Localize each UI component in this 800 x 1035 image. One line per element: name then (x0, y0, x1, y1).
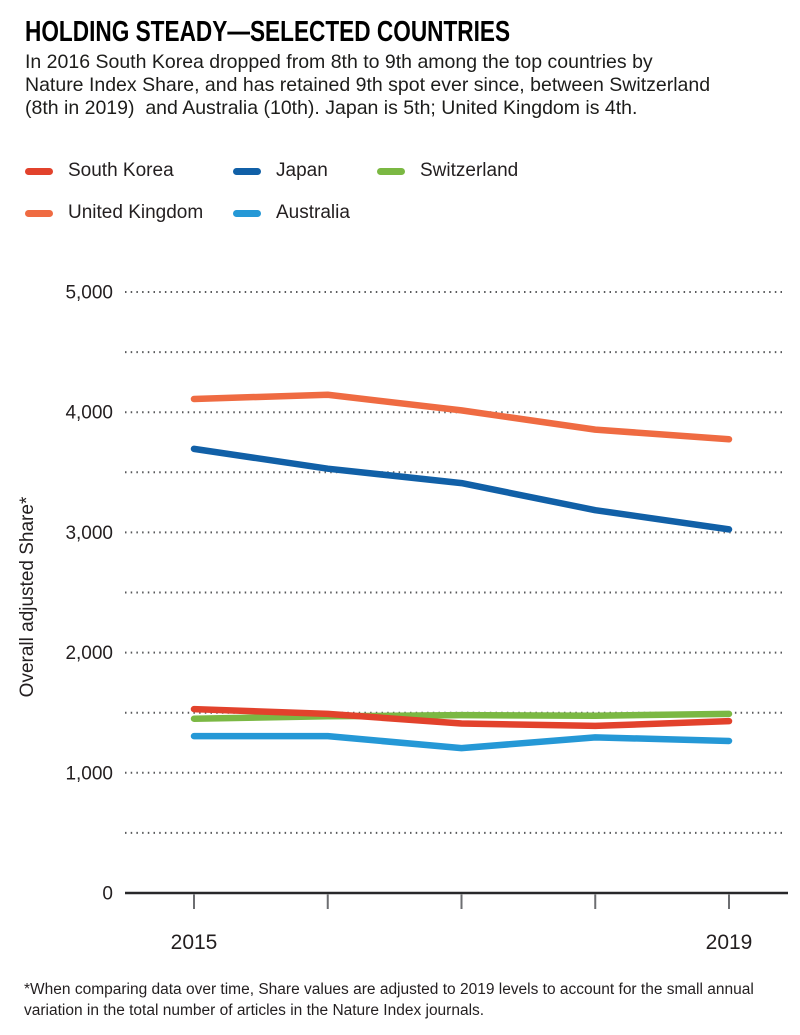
x-tick-label-2015: 2015 (171, 931, 218, 954)
y-tick-label-2000: 2,000 (65, 643, 113, 664)
y-tick-label-4000: 4,000 (65, 403, 113, 424)
y-tick-label-5000: 5,000 (65, 283, 113, 304)
line-australia (190, 732, 733, 752)
legend-item-united-kingdom: United Kingdom (25, 202, 203, 224)
legend-swatch-japan (233, 167, 261, 175)
legend-label: United Kingdom (68, 202, 204, 223)
subtitle-line: In 2016 South Korea dropped from 8th to … (25, 51, 653, 73)
legend-item-japan: Japan (233, 160, 328, 182)
legend-label: South Korea (68, 160, 174, 181)
legend-item-south-korea: South Korea (25, 160, 174, 182)
legend-label: Japan (276, 160, 328, 181)
y-tick-label-1000: 1,000 (65, 763, 113, 784)
legend-swatch-switzerland (377, 167, 405, 175)
legend-label: Switzerland (420, 160, 519, 181)
legend-item-australia: Australia (233, 202, 350, 224)
legend-swatch-united-kingdom (25, 209, 53, 217)
footnote-line: variation in the total number of article… (24, 1002, 485, 1019)
y-tick-label-0: 0 (102, 884, 113, 905)
footnote-line: *When comparing data over time, Share va… (24, 981, 754, 998)
legend-label: Australia (276, 202, 350, 223)
chart-canvas: 0 1,000 2,000 3,000 4,000 5,000 2015 2019 Overal… (17, 283, 788, 954)
chart-footnote: *When comparing data over time, Share va… (24, 979, 754, 1021)
line-united-kingdom (190, 391, 733, 443)
line-switzerland (190, 710, 733, 722)
legend-swatch-australia (233, 209, 261, 217)
legend-item-switzerland: Switzerland (377, 160, 518, 182)
line-south-korea (190, 705, 733, 730)
y-tick-label-3000: 3,000 (65, 523, 113, 544)
line-japan (190, 445, 733, 533)
chart-subtitle: In 2016 South Korea dropped from 8th to … (25, 51, 710, 120)
chart-title: HOLDING STEADY—SELECTED COUNTRIES (25, 16, 511, 48)
subtitle-line: (8th in 2019) and Australia (10th). Japa… (25, 97, 638, 119)
legend-swatch-south-korea (25, 167, 53, 175)
y-axis-title: Overall adjusted Share* (17, 496, 38, 697)
x-tick-label-2019: 2019 (706, 931, 753, 954)
subtitle-line: Nature Index Share, and has retained 9th… (25, 74, 711, 96)
